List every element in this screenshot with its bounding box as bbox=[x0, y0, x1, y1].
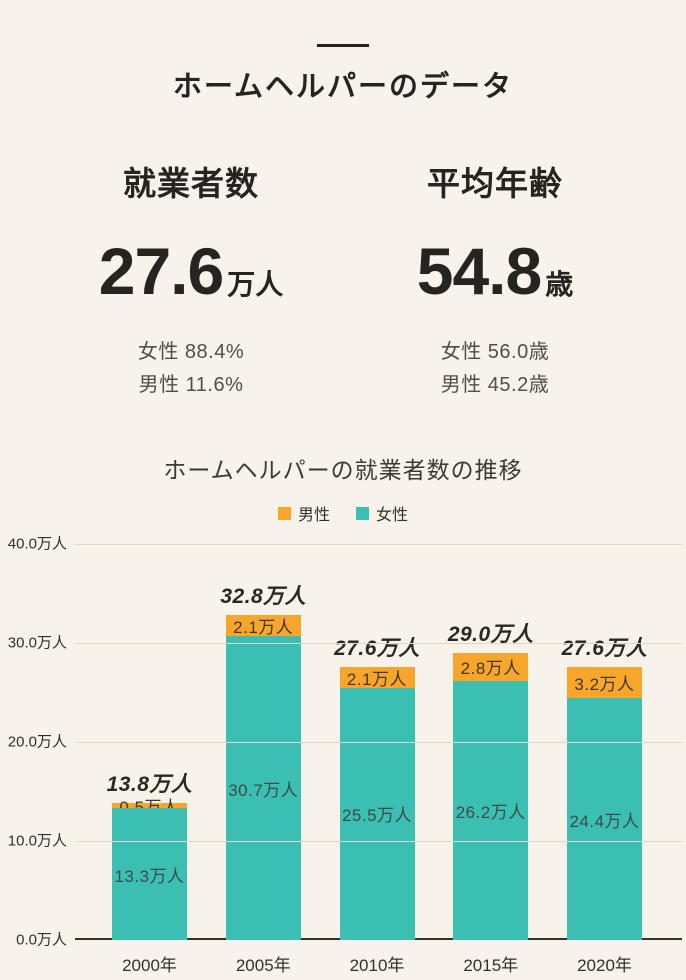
x-axis-labels: 2000年 2005年 2010年 2015年 2020年 bbox=[75, 951, 682, 976]
female-segment-label: 24.4万人 bbox=[569, 811, 640, 831]
x-tick-label: 2010年 bbox=[349, 956, 405, 975]
chart-title: ホームヘルパーの就業者数の推移 bbox=[163, 457, 523, 483]
female-segment: 30.7万人 bbox=[225, 636, 301, 940]
gridline bbox=[75, 841, 682, 842]
legend-swatch-icon bbox=[277, 506, 291, 520]
y-tick-label: 30.0万人 bbox=[7, 634, 67, 652]
bar-2010年: 27.6万人 2.1万人 25.5万人 bbox=[334, 544, 419, 940]
legend-swatch-icon bbox=[356, 506, 369, 520]
male-segment: 2.8万人 bbox=[453, 652, 529, 681]
male-segment-label: 2.1万人 bbox=[346, 669, 408, 689]
stat-workers-number: 27.6 bbox=[98, 234, 224, 308]
stat-workers-detail-male: 男性 11.6% bbox=[138, 374, 244, 396]
page-title: ホームヘルパーのデータ bbox=[172, 71, 514, 103]
stat-age-detail-female: 女性 56.0歳 bbox=[440, 341, 550, 363]
male-segment-label: 3.2万人 bbox=[574, 675, 635, 695]
male-segment: 2.1万人 bbox=[339, 666, 415, 689]
female-segment: 25.5万人 bbox=[339, 687, 415, 940]
female-segment-label: 30.7万人 bbox=[228, 780, 299, 800]
x-tick-label: 2000年 bbox=[122, 956, 177, 975]
female-segment-label: 26.2万人 bbox=[455, 802, 526, 822]
title-divider bbox=[317, 44, 369, 47]
gridline bbox=[75, 742, 682, 743]
stat-age-heading: 平均年齢 bbox=[427, 165, 563, 202]
stat-workers-detail-female: 女性 88.4% bbox=[137, 341, 245, 363]
female-segment-label: 25.5万人 bbox=[341, 806, 413, 826]
male-segment: 2.1万人 bbox=[225, 615, 301, 638]
stat-age-detail-male: 男性 45.2歳 bbox=[440, 374, 550, 396]
male-segment-label: 2.8万人 bbox=[460, 659, 521, 679]
x-tick-label: 2020年 bbox=[577, 956, 632, 975]
bar-2015年: 29.0万人 2.8万人 26.2万人 bbox=[448, 544, 533, 940]
stat-average-age: 平均年齢 54.8 歳 女性 56.0歳 男性 45.2歳 bbox=[395, 166, 595, 402]
stacked-bar-chart: 13.8万人0.5万人13.3万人 32.8万人 2.1万人 30.7万人 27.6万人… bbox=[8, 537, 682, 948]
male-segment: 3.2万人 bbox=[567, 666, 642, 699]
y-tick-label: 0.0万人 bbox=[16, 931, 67, 949]
male-segment-label: 2.1万人 bbox=[233, 618, 294, 638]
stat-workers-value: 27.6 万人 bbox=[91, 238, 291, 323]
stat-age-value: 54.8 歳 bbox=[395, 238, 595, 323]
stat-workers: 就業者数 27.6 万人 女性 88.4% 男性 11.6% bbox=[91, 166, 291, 402]
y-tick-label: 10.0万人 bbox=[7, 832, 67, 850]
x-tick-label: 2005年 bbox=[235, 956, 291, 975]
female-segment: 13.3万人 bbox=[112, 808, 187, 940]
y-tick-label: 20.0万人 bbox=[7, 733, 67, 751]
gridline bbox=[75, 544, 682, 545]
bar-total-label: 29.0万人 bbox=[447, 622, 534, 646]
legend-label: 男性 bbox=[297, 507, 330, 524]
legend-item-male: 男性 bbox=[277, 501, 330, 525]
stat-age-unit: 歳 bbox=[545, 269, 574, 300]
stat-workers-unit: 万人 bbox=[227, 269, 284, 300]
bar-total-label: 27.6万人 bbox=[561, 636, 648, 660]
stats-row: 就業者数 27.6 万人 女性 88.4% 男性 11.6% 平均年齢 54.8 歳… bbox=[0, 166, 686, 402]
legend-item-female: 女性 bbox=[356, 501, 408, 525]
stat-age-number: 54.8 bbox=[416, 234, 542, 308]
bars-area: 13.8万人0.5万人13.3万人 32.8万人 2.1万人 30.7万人 27.6万人… bbox=[75, 544, 682, 940]
female-segment: 24.4万人 bbox=[567, 698, 642, 940]
legend-label: 女性 bbox=[376, 507, 409, 524]
bar-2005年: 32.8万人 2.1万人 30.7万人 bbox=[220, 544, 306, 940]
bar-2020年: 27.6万人 3.2万人 24.4万人 bbox=[562, 544, 647, 940]
gridline bbox=[75, 643, 682, 644]
bar-2000年: 13.8万人0.5万人13.3万人 bbox=[107, 544, 192, 940]
female-segment-label: 13.3万人 bbox=[114, 866, 185, 886]
x-tick-label: 2015年 bbox=[463, 956, 519, 975]
bar-total-label: 13.8万人 bbox=[106, 773, 193, 797]
y-tick-label: 40.0万人 bbox=[7, 535, 67, 553]
stat-workers-heading: 就業者数 bbox=[123, 165, 259, 202]
chart-legend: 男性 女性 bbox=[0, 505, 686, 524]
bar-total-label: 32.8万人 bbox=[220, 585, 307, 609]
female-segment: 26.2万人 bbox=[453, 680, 529, 940]
bar-total-label: 27.6万人 bbox=[334, 636, 420, 660]
chart-section: ホームヘルパーの就業者数の推移 男性 女性 13.8万人0.5万人13.3万人 32… bbox=[0, 456, 686, 976]
